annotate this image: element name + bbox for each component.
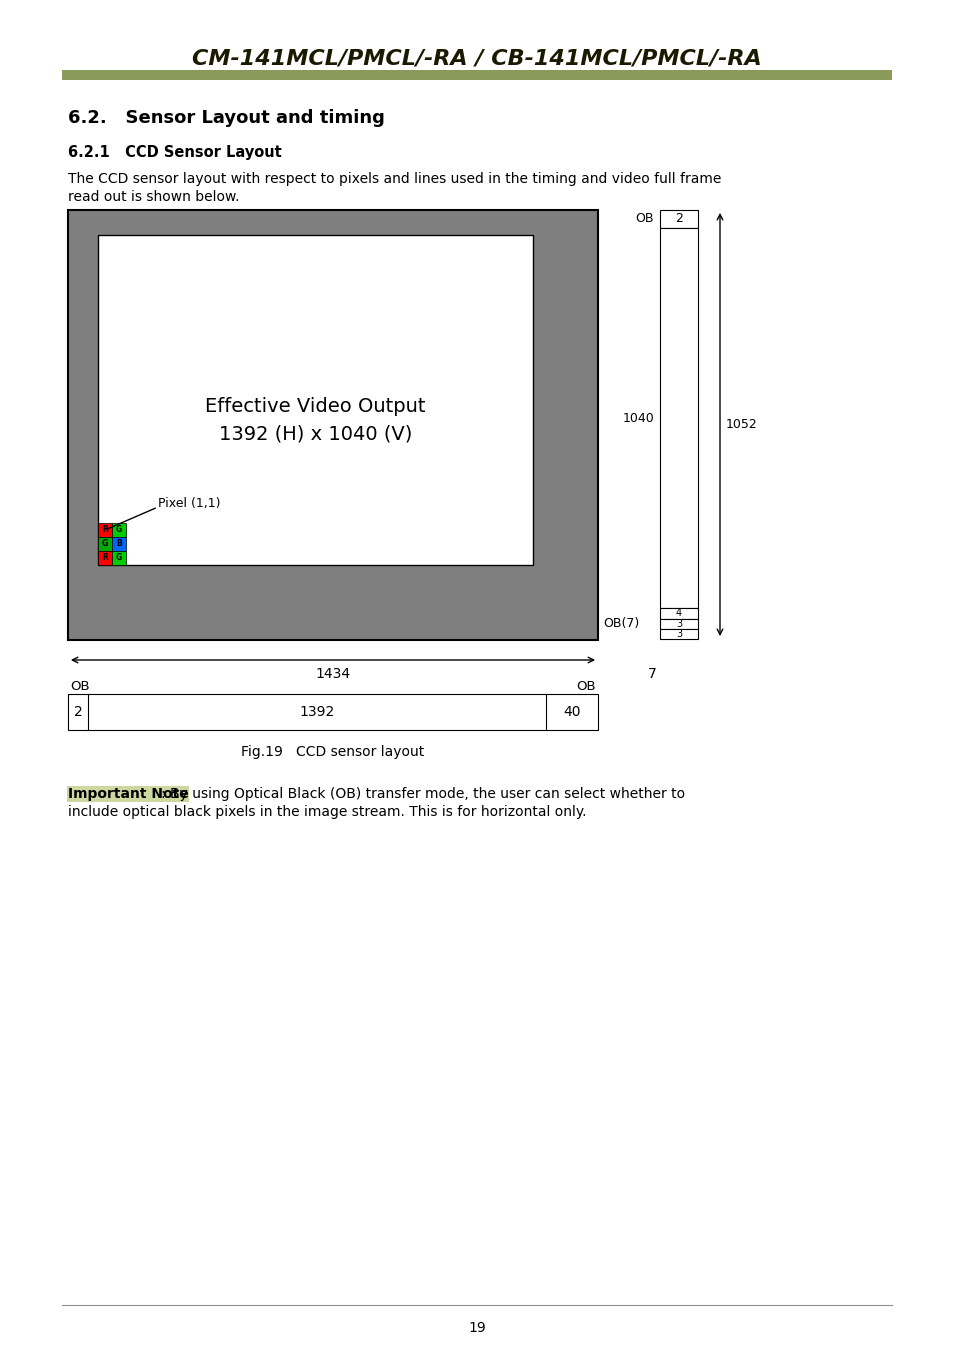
Text: Important Note: Important Note: [68, 787, 189, 801]
Text: include optical black pixels in the image stream. This is for horizontal only.: include optical black pixels in the imag…: [68, 805, 586, 819]
Bar: [659, 620, 698, 629]
Text: 3: 3: [676, 620, 681, 629]
Bar: [98, 551, 112, 566]
Bar: [112, 522, 126, 537]
Bar: [659, 211, 698, 228]
Text: read out is shown below.: read out is shown below.: [68, 190, 239, 204]
Text: Pixel (1,1): Pixel (1,1): [158, 497, 220, 509]
Text: : By using Optical Black (OB) transfer mode, the user can select whether to: : By using Optical Black (OB) transfer m…: [161, 787, 684, 801]
Text: The CCD sensor layout with respect to pixels and lines used in the timing and vi: The CCD sensor layout with respect to pi…: [68, 171, 720, 186]
Text: 3: 3: [676, 629, 681, 639]
Bar: [659, 608, 698, 620]
Text: R: R: [102, 525, 108, 535]
Text: Effective Video Output: Effective Video Output: [205, 397, 425, 416]
Text: 40: 40: [562, 705, 580, 720]
Text: OB: OB: [635, 212, 654, 225]
Text: 6.2.   Sensor Layout and timing: 6.2. Sensor Layout and timing: [68, 109, 384, 127]
Text: 4: 4: [676, 609, 681, 618]
Bar: [659, 629, 698, 639]
Text: B: B: [116, 540, 122, 548]
Text: 6.2.1   CCD Sensor Layout: 6.2.1 CCD Sensor Layout: [68, 144, 281, 159]
Text: OB: OB: [70, 679, 90, 693]
Text: 7: 7: [647, 667, 656, 680]
Text: 2: 2: [675, 212, 682, 225]
Bar: [68, 211, 598, 640]
Text: OB(7): OB(7): [603, 617, 639, 630]
Bar: [659, 228, 698, 608]
Bar: [62, 70, 891, 80]
Text: 2: 2: [73, 705, 82, 720]
Bar: [98, 522, 112, 537]
Text: G: G: [115, 554, 122, 563]
Text: OB: OB: [576, 679, 596, 693]
Bar: [98, 537, 112, 551]
Bar: [112, 551, 126, 566]
Text: 19: 19: [468, 1322, 485, 1335]
Text: R: R: [102, 554, 108, 563]
Text: G: G: [115, 525, 122, 535]
Text: 1434: 1434: [315, 667, 350, 680]
Bar: [112, 537, 126, 551]
Text: Fig.19   CCD sensor layout: Fig.19 CCD sensor layout: [241, 745, 424, 759]
Bar: [68, 694, 598, 730]
Text: 1040: 1040: [621, 412, 654, 424]
Text: G: G: [102, 540, 108, 548]
Bar: [98, 235, 533, 566]
Text: 1392 (H) x 1040 (V): 1392 (H) x 1040 (V): [218, 425, 412, 444]
Text: CM-141MCL/PMCL/-RA / CB-141MCL/PMCL/-RA: CM-141MCL/PMCL/-RA / CB-141MCL/PMCL/-RA: [192, 49, 761, 68]
Text: 1052: 1052: [725, 418, 757, 431]
Text: 1392: 1392: [299, 705, 335, 720]
